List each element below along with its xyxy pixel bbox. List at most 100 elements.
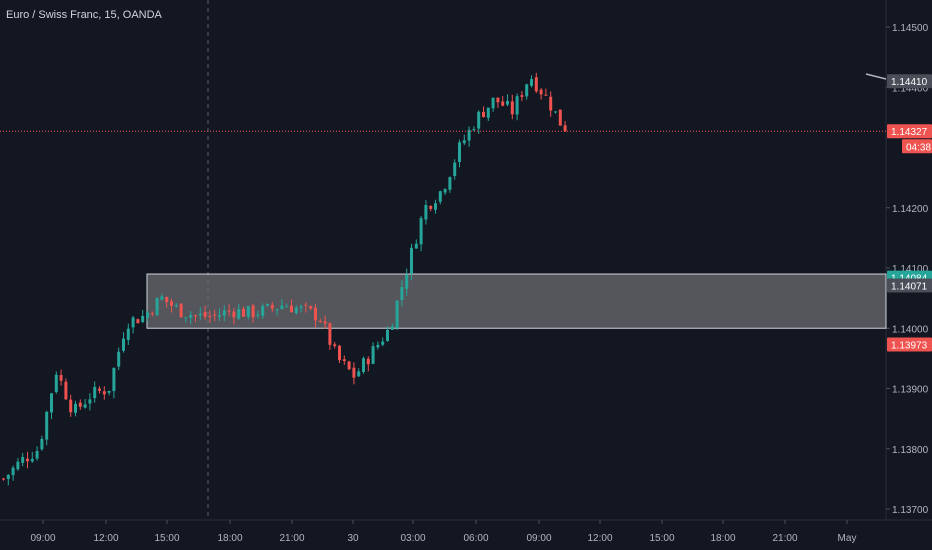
candle-body — [6, 474, 10, 479]
price-label-text: 1.14410 — [891, 77, 928, 88]
candle-body — [266, 303, 269, 306]
candle-body — [347, 361, 351, 370]
candle-body — [107, 390, 111, 393]
candle-body — [11, 467, 15, 476]
candle-body — [40, 438, 44, 450]
trend-line[interactable] — [865, 73, 887, 80]
candle-body — [198, 313, 202, 316]
candle-body — [515, 96, 519, 115]
candle-body — [208, 316, 212, 318]
candle-body — [30, 458, 34, 462]
x-tick-label: 12:00 — [587, 533, 612, 544]
candle-body — [357, 371, 361, 377]
x-tick-label: 12:00 — [93, 533, 118, 544]
x-tick-label: 09:00 — [526, 533, 551, 544]
candle-body — [189, 315, 193, 318]
candle-body — [174, 305, 178, 307]
candle-body — [126, 328, 130, 340]
x-tick-label: 15:00 — [154, 533, 179, 544]
candle-body — [280, 305, 284, 309]
candle-body — [246, 306, 250, 317]
candle-body — [213, 314, 217, 316]
candle-body — [410, 247, 413, 274]
candle-body — [554, 111, 557, 113]
y-tick-label: 1.13900 — [892, 385, 929, 396]
candle-body — [438, 191, 442, 202]
candle-body — [222, 310, 226, 316]
candle-body — [203, 312, 207, 317]
candle-body — [400, 287, 404, 301]
candle-body — [525, 84, 529, 97]
candle-body — [184, 317, 188, 319]
candle-body — [328, 323, 332, 345]
candle-body — [486, 107, 490, 118]
candle-body — [563, 125, 567, 132]
candle-body — [290, 305, 293, 313]
candle-body — [131, 317, 135, 328]
candle-body — [117, 351, 121, 367]
candle-body — [419, 218, 423, 245]
candle-body — [333, 344, 337, 347]
candle-body — [26, 458, 29, 462]
candle-body — [395, 300, 399, 328]
candle-body — [453, 162, 457, 176]
price-label-box — [887, 74, 932, 89]
y-tick-label: 1.14000 — [892, 324, 929, 335]
candle-body — [458, 142, 461, 162]
candle-body — [510, 101, 514, 115]
candle-body — [242, 308, 245, 317]
candle-body — [386, 329, 389, 342]
candle-body — [69, 399, 73, 413]
y-tick-label: 1.14100 — [892, 264, 929, 275]
candle-body — [112, 367, 116, 392]
candle-body — [251, 305, 255, 318]
candle-body — [318, 320, 322, 322]
x-tick-label: 21:00 — [279, 533, 304, 544]
candle-body — [448, 177, 452, 190]
x-tick-label: 18:00 — [217, 533, 242, 544]
candle-body — [136, 319, 140, 324]
candle-body — [314, 307, 317, 321]
x-tick-label: 18:00 — [710, 533, 735, 544]
candle-body — [424, 205, 428, 220]
x-tick-label: 06:00 — [463, 533, 488, 544]
x-tick-label: 15:00 — [649, 533, 674, 544]
candle-body — [45, 411, 49, 440]
candle-body — [146, 312, 149, 318]
candle-body — [218, 315, 221, 317]
price-label-text: 04:38 — [906, 142, 931, 153]
candle-body — [304, 304, 308, 306]
candle-body — [122, 338, 125, 351]
x-tick-label: 21:00 — [772, 533, 797, 544]
price-label-box — [902, 139, 932, 154]
support-resistance-zone[interactable] — [146, 273, 887, 329]
candle-body — [390, 326, 394, 330]
candle-body — [35, 450, 39, 459]
candle-body — [539, 89, 543, 95]
candle-body — [434, 203, 437, 210]
candle-body — [232, 311, 236, 318]
candle-body — [74, 403, 77, 413]
candle-body — [170, 301, 173, 306]
candle-body — [376, 344, 380, 348]
candle-body — [256, 314, 260, 316]
candle-body — [472, 129, 476, 131]
y-tick-label: 1.13800 — [892, 445, 929, 456]
candle-body — [285, 306, 289, 308]
candle-body — [165, 296, 169, 303]
candle-body — [501, 101, 505, 106]
y-tick-label: 1.13700 — [892, 505, 929, 516]
candle-body — [141, 316, 145, 323]
candle-body — [352, 367, 356, 378]
candle-body — [54, 374, 58, 393]
candle-body — [342, 359, 346, 362]
candle-body — [530, 79, 533, 86]
candle-body — [16, 461, 20, 470]
candle-body — [414, 243, 418, 249]
candle-body — [549, 96, 553, 111]
price-label-text: 1.14071 — [891, 281, 928, 292]
candle-body — [323, 321, 327, 324]
price-label-box — [887, 337, 932, 352]
candle-body — [429, 205, 433, 209]
